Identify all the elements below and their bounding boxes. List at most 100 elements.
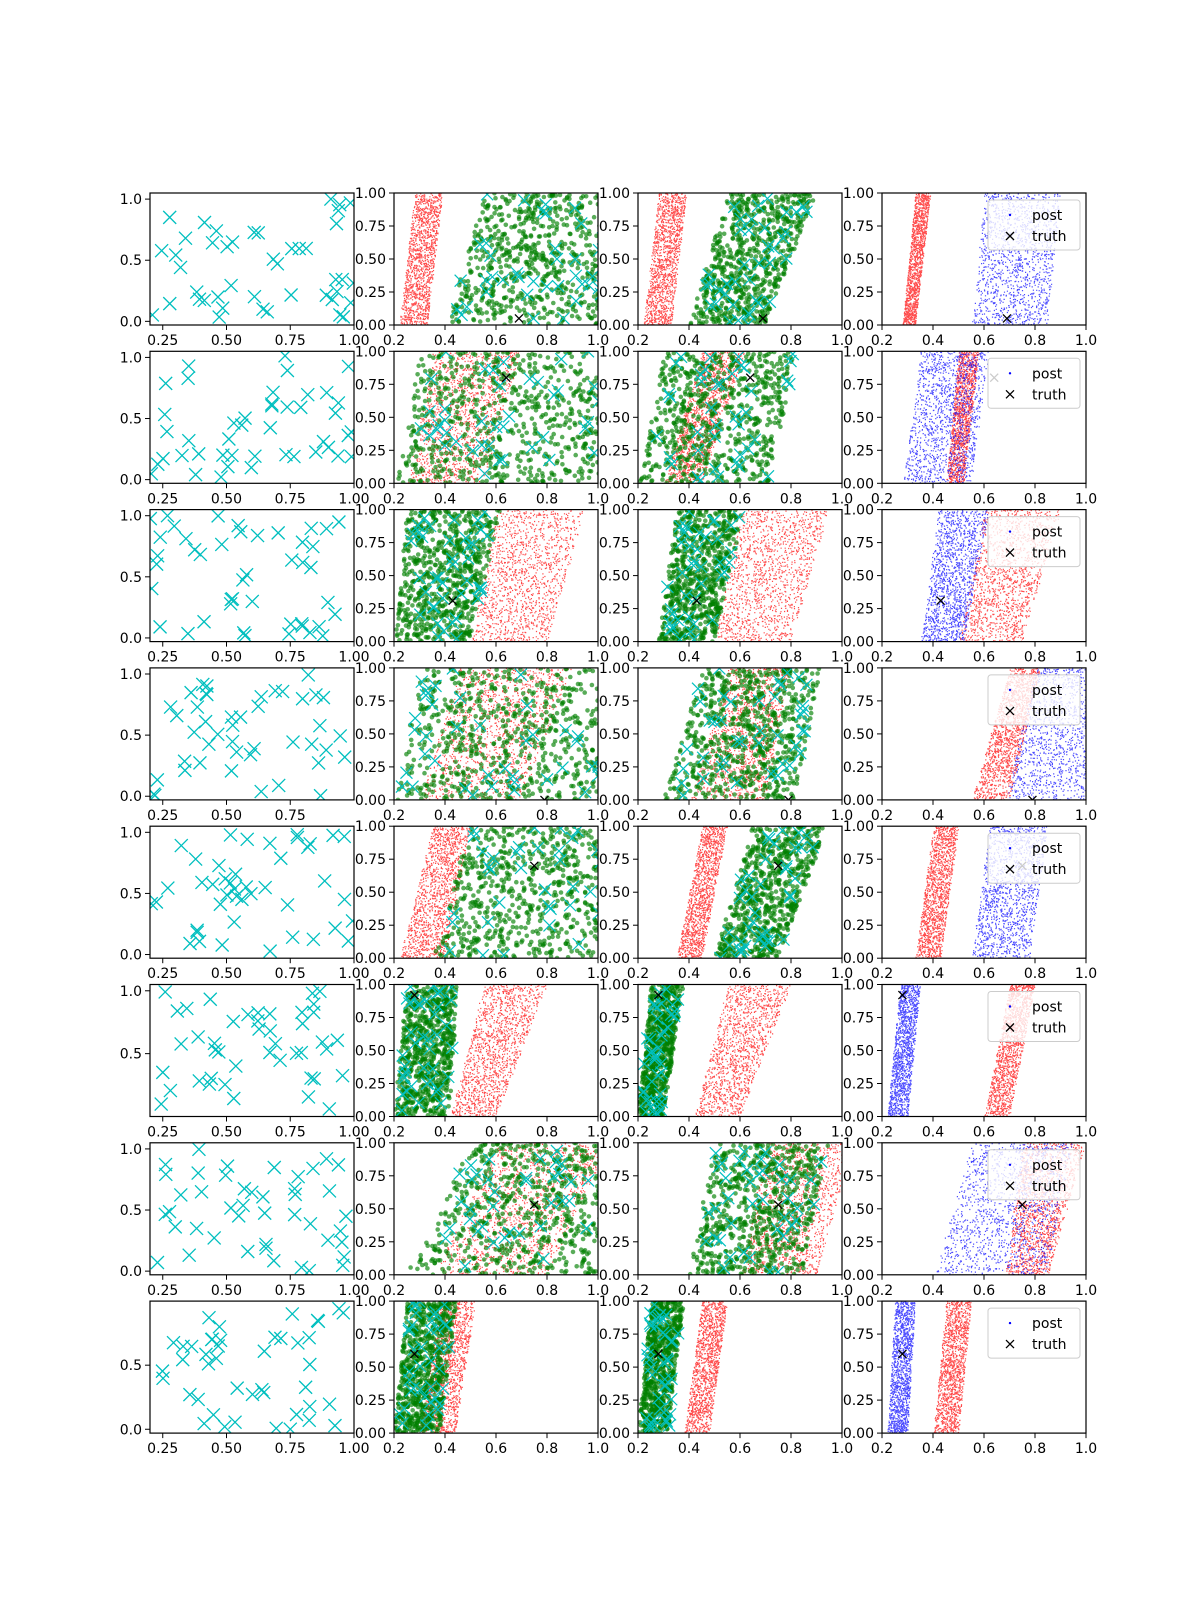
row-1-samples-points (146, 193, 360, 324)
row-2-panel-3-xtick-label-3: 0.8 (780, 491, 802, 507)
sample-marker (234, 525, 247, 538)
sample-marker (163, 1205, 176, 1218)
sample-marker (282, 627, 295, 640)
sample-marker (154, 531, 167, 544)
row-4-panel-4-xtick-label-2: 0.6 (973, 808, 995, 824)
sample-marker (146, 308, 159, 321)
row-5-panel-2-ytick-label-4: 1.00 (355, 819, 386, 835)
row-2-samples-ytick-label-1: 0.5 (120, 412, 142, 428)
sample-marker (329, 922, 342, 935)
sample-marker (332, 515, 345, 528)
sample-marker (296, 1017, 309, 1030)
sample-marker (321, 596, 334, 609)
row-6-panel-4-xtick-label-4: 1.0 (1075, 1125, 1097, 1141)
row-3-panel-2-ytick-label-4: 1.00 (355, 503, 386, 519)
sample-marker (164, 1084, 177, 1097)
sample-marker (214, 1334, 227, 1347)
sample-marker (183, 1388, 196, 1401)
row-3-panel-4-ytick-label-0: 0.00 (843, 635, 874, 651)
row-5-panel-4-xtick-label-2: 0.6 (973, 966, 995, 982)
legend-truth-label: truth (1032, 704, 1066, 720)
sample-marker (219, 1078, 232, 1091)
row-6-panel-2-points (393, 980, 546, 1119)
row-5-panel-3-xtick-label-2: 0.6 (729, 966, 751, 982)
sample-marker (225, 279, 238, 292)
row-5-panel-3-xtick-label-0: 0.2 (627, 966, 649, 982)
row-3-panel-3-ytick-label-2: 0.50 (599, 569, 630, 585)
row-3-panel-4-ytick-label-4: 1.00 (843, 503, 874, 519)
row-8-samples-xtick-label-3: 1.00 (338, 1441, 369, 1457)
sample-marker (188, 543, 201, 556)
row-4-panel-2-ytick-label-2: 0.50 (355, 727, 386, 743)
row-5-panel-4-ytick-label-3: 0.75 (843, 852, 874, 868)
overlay-sample-marker (474, 719, 486, 731)
row-7-panel-3: 0.2 0.4 0.6 0.8 1.00.000.250.500.751.00 (599, 1136, 855, 1299)
row-8-samples-frame (150, 1301, 354, 1433)
sample-marker (182, 360, 195, 373)
sample-marker (261, 305, 274, 318)
row-1-samples-xtick-label-1: 0.50 (211, 333, 242, 349)
sample-marker (331, 449, 344, 462)
sample-marker (288, 1208, 301, 1221)
row-3-samples-ytick-label-1: 0.5 (120, 570, 142, 586)
sample-marker (212, 1340, 225, 1353)
row-2-panel-4-ytick-label-2: 0.50 (843, 410, 874, 426)
row-2-panel-2-xtick-label-2: 0.6 (485, 491, 507, 507)
row-2-panel-4-xtick-label-0: 0.2 (871, 491, 893, 507)
sample-marker (264, 945, 277, 958)
legend-post-swatch (1009, 1164, 1011, 1166)
sample-marker (182, 434, 195, 447)
sample-marker (306, 540, 319, 553)
row-2-panel-3: 0.2 0.4 0.6 0.8 1.00.000.250.500.751.00 (599, 344, 853, 507)
row-5-panel-4-ytick-label-1: 0.25 (843, 918, 874, 934)
sample-marker (154, 620, 167, 633)
row-8-samples-ytick-label-0: 0.0 (120, 1422, 142, 1438)
prior-points (934, 1301, 972, 1434)
row-1-panel-2-xtick-label-2: 0.6 (485, 333, 507, 349)
row-5-panel-3-ytick-label-2: 0.50 (599, 885, 630, 901)
sample-marker (163, 211, 176, 224)
sample-marker (227, 1092, 240, 1105)
sample-marker (157, 452, 170, 465)
row-7-panel-2-points (408, 1141, 623, 1277)
sample-marker (246, 595, 259, 608)
sample-marker (248, 450, 261, 463)
sample-marker (226, 719, 239, 732)
row-7-panel-3-xtick-label-3: 0.8 (780, 1283, 802, 1299)
row-2-panel-4-points (904, 351, 998, 484)
row-7-panel-2-xtick-label-3: 0.8 (536, 1283, 558, 1299)
prior-points (472, 510, 583, 643)
row-7-samples-ytick-label-1: 0.5 (120, 1203, 142, 1219)
row-8-panel-2-points (393, 1295, 475, 1435)
row-3-samples-xtick-label-0: 0.25 (147, 650, 178, 666)
sample-marker (226, 735, 239, 748)
sample-marker (305, 738, 318, 751)
row-8-panel-4-xtick-label-0: 0.2 (871, 1441, 893, 1457)
row-1-panel-2-xtick-label-0: 0.2 (383, 333, 405, 349)
sample-marker (285, 242, 298, 255)
row-4-panel-4-xtick-label-1: 0.4 (922, 808, 944, 824)
row-2-panel-3-xtick-label-1: 0.4 (678, 491, 700, 507)
row-6-panel-4-xtick-label-2: 0.6 (973, 1125, 995, 1141)
sample-marker (170, 709, 183, 722)
sample-marker (290, 1408, 303, 1421)
row-8-samples-points (156, 1302, 350, 1435)
row-1-panel-3-xtick-label-0: 0.2 (627, 333, 649, 349)
overlay-sample-marker (527, 275, 539, 287)
sample-marker (342, 360, 355, 373)
row-3-panel-3-xtick-label-3: 0.8 (780, 650, 802, 666)
sample-marker (296, 692, 309, 705)
row-4-panel-3-points (663, 662, 821, 803)
row-4-panel-2-points (396, 662, 622, 803)
prior-points (903, 193, 932, 326)
row-1-samples-xtick-label-2: 0.75 (275, 333, 306, 349)
sample-marker (182, 372, 195, 385)
sample-marker (181, 627, 194, 640)
sample-marker (209, 1043, 222, 1056)
sample-marker (178, 764, 191, 777)
sample-marker (320, 1152, 333, 1165)
row-6-panel-4-ytick-label-3: 0.75 (843, 1011, 874, 1027)
sample-marker (257, 303, 270, 316)
sample-marker (179, 232, 192, 245)
